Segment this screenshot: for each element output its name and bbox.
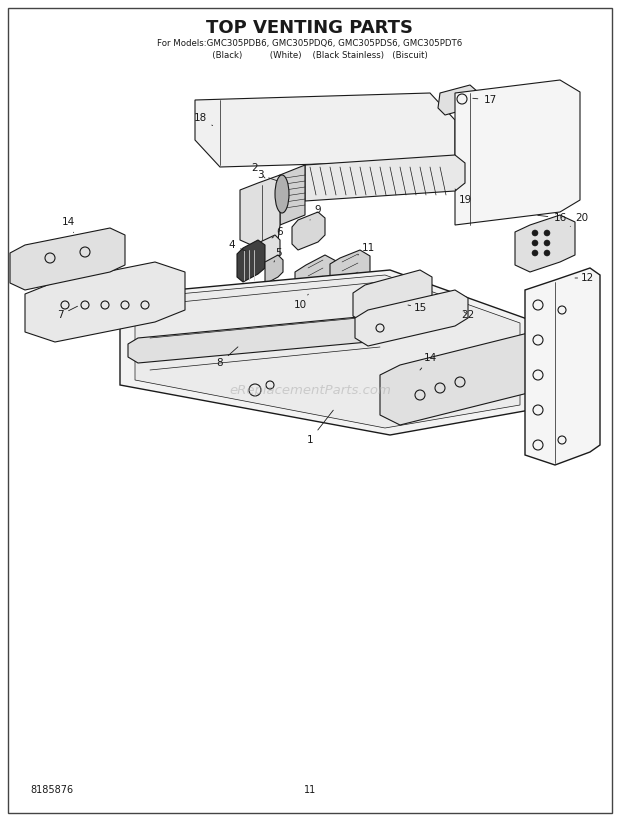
Text: 19: 19 bbox=[455, 189, 472, 205]
Polygon shape bbox=[438, 85, 478, 115]
Polygon shape bbox=[135, 275, 520, 428]
Text: 1: 1 bbox=[307, 410, 334, 445]
Text: 18: 18 bbox=[193, 113, 213, 126]
Circle shape bbox=[532, 230, 538, 236]
Text: 14: 14 bbox=[61, 217, 74, 232]
Circle shape bbox=[532, 250, 538, 256]
Text: 9: 9 bbox=[310, 205, 321, 220]
Circle shape bbox=[544, 250, 550, 256]
Polygon shape bbox=[353, 270, 432, 323]
Text: (Black)          (White)    (Black Stainless)   (Biscuit): (Black) (White) (Black Stainless) (Biscu… bbox=[193, 51, 427, 59]
Text: For Models:GMC305PDB6, GMC305PDQ6, GMC305PDS6, GMC305PDT6: For Models:GMC305PDB6, GMC305PDQ6, GMC30… bbox=[157, 39, 463, 48]
Circle shape bbox=[532, 240, 538, 246]
Text: 11: 11 bbox=[304, 785, 316, 795]
Polygon shape bbox=[380, 330, 560, 425]
Text: 10: 10 bbox=[293, 294, 308, 310]
Polygon shape bbox=[455, 80, 580, 225]
Text: 20: 20 bbox=[570, 213, 588, 227]
Polygon shape bbox=[237, 240, 265, 282]
Text: 12: 12 bbox=[575, 273, 593, 283]
Polygon shape bbox=[295, 255, 338, 312]
Polygon shape bbox=[355, 290, 468, 346]
Polygon shape bbox=[195, 93, 455, 167]
Polygon shape bbox=[280, 165, 305, 225]
Text: 5: 5 bbox=[274, 248, 281, 262]
Polygon shape bbox=[25, 262, 185, 342]
Text: 22: 22 bbox=[461, 310, 475, 320]
Polygon shape bbox=[525, 268, 600, 465]
Polygon shape bbox=[292, 212, 325, 250]
Text: 15: 15 bbox=[408, 303, 427, 313]
Polygon shape bbox=[265, 255, 283, 284]
Text: 6: 6 bbox=[272, 227, 283, 238]
Text: 3: 3 bbox=[257, 170, 287, 184]
Text: 8185876: 8185876 bbox=[30, 785, 73, 795]
Polygon shape bbox=[305, 155, 465, 201]
Polygon shape bbox=[10, 228, 125, 290]
Text: 8: 8 bbox=[216, 346, 238, 368]
Circle shape bbox=[544, 240, 550, 246]
Text: 11: 11 bbox=[358, 243, 374, 255]
Text: 2: 2 bbox=[252, 163, 265, 178]
Text: 14: 14 bbox=[420, 353, 436, 370]
Polygon shape bbox=[515, 215, 575, 272]
Polygon shape bbox=[253, 235, 280, 268]
Text: 7: 7 bbox=[56, 306, 78, 320]
Text: 16: 16 bbox=[538, 213, 567, 223]
Text: 17: 17 bbox=[473, 95, 497, 105]
Polygon shape bbox=[240, 175, 280, 248]
Text: eReplacementParts.com: eReplacementParts.com bbox=[229, 383, 391, 397]
Text: 4: 4 bbox=[229, 240, 246, 251]
Text: TOP VENTING PARTS: TOP VENTING PARTS bbox=[206, 19, 414, 37]
Polygon shape bbox=[128, 314, 400, 363]
Polygon shape bbox=[330, 250, 370, 294]
Polygon shape bbox=[120, 270, 530, 435]
Ellipse shape bbox=[275, 175, 289, 213]
Circle shape bbox=[544, 230, 550, 236]
